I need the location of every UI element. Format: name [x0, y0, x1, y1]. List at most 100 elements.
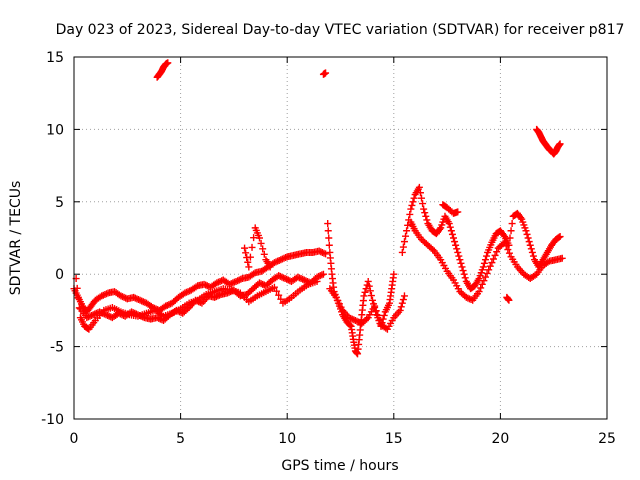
data-point-marker [257, 239, 265, 247]
data-point-marker [234, 277, 242, 285]
data-point-marker [366, 287, 374, 295]
data-point-marker [446, 223, 454, 231]
data-point-marker [294, 273, 302, 281]
data-point-marker [404, 221, 412, 229]
data-point-marker [380, 311, 388, 319]
data-point-marker [202, 281, 210, 289]
data-point-marker [200, 280, 208, 288]
data-point-marker [134, 296, 142, 304]
data-point-marker [400, 238, 408, 246]
data-point-marker [397, 303, 405, 311]
data-point-marker [528, 248, 536, 256]
data-point-marker [483, 269, 491, 277]
data-point-marker [277, 295, 285, 303]
data-point-marker [501, 238, 509, 246]
data-point-marker [277, 256, 285, 264]
data-point-marker [272, 258, 280, 266]
data-point-marker [451, 238, 459, 246]
data-point-marker [325, 241, 333, 249]
data-series [407, 218, 566, 304]
data-point-marker [315, 247, 323, 255]
data-point-marker [415, 183, 423, 191]
data-point-marker [139, 298, 147, 306]
data-point-marker [453, 245, 461, 253]
data-point-marker [182, 288, 190, 296]
grid [74, 57, 607, 419]
data-point-marker [390, 270, 398, 278]
data-point-marker [506, 234, 514, 242]
y-tick-label: 5 [55, 195, 64, 211]
data-point-marker [436, 225, 444, 233]
data-point-marker [363, 315, 371, 323]
data-point-marker [214, 292, 222, 300]
y-tick-label: -5 [50, 340, 64, 356]
data-point-marker [368, 296, 376, 304]
data-point-marker [315, 272, 323, 280]
data-point-marker [283, 275, 291, 283]
data-point-marker [131, 294, 139, 302]
data-point-marker [214, 278, 222, 286]
data-point-marker [452, 241, 460, 249]
data-point-marker [255, 279, 263, 287]
data-point-marker [346, 321, 354, 329]
data-point-marker [477, 284, 485, 292]
y-tick-label: 10 [46, 122, 64, 138]
data-point-marker [531, 271, 539, 279]
data-point-marker [396, 306, 404, 314]
data-point-marker [270, 259, 278, 267]
data-point-marker [244, 258, 252, 266]
data-point-marker [282, 254, 290, 262]
data-point-marker [364, 277, 372, 285]
data-point-marker [367, 292, 375, 300]
data-point-marker [523, 230, 531, 238]
data-point-marker [485, 266, 493, 274]
data-point-marker [529, 252, 537, 260]
data-point-marker [556, 233, 564, 241]
x-tick-label: 15 [385, 431, 403, 447]
data-point-marker [274, 257, 282, 265]
data-point-marker [475, 288, 483, 296]
data-point-marker [508, 220, 516, 228]
data-point-marker [136, 296, 144, 304]
data-point-marker [241, 244, 249, 252]
data-point-marker [350, 316, 358, 324]
data-point-marker [275, 256, 283, 264]
data-point-marker [481, 256, 489, 264]
data-point-marker [460, 270, 468, 278]
data-point-marker [279, 274, 287, 282]
axis-ticks [73, 56, 608, 420]
x-tick-labels: 0 5 10 15 20 25 [70, 431, 616, 447]
data-point-marker [232, 277, 240, 285]
data-point-marker [420, 205, 428, 213]
data-point-marker [456, 256, 464, 264]
data-point-marker [505, 296, 513, 304]
data-point-marker [489, 255, 497, 263]
data-point-marker [295, 274, 303, 282]
data-series [398, 183, 564, 293]
data-point-marker [255, 234, 263, 242]
data-point-marker [493, 248, 501, 256]
data-point-marker [429, 246, 437, 254]
data-point-marker [491, 251, 499, 259]
data-point-marker [507, 227, 515, 235]
data-point-marker [525, 238, 533, 246]
y-tick-labels: -10 -5 0 5 10 15 [41, 50, 64, 428]
data-point-marker [229, 279, 237, 287]
data-point-marker [374, 311, 382, 319]
data-point-marker [365, 282, 373, 290]
data-point-marker [227, 280, 235, 288]
data-point-marker [348, 315, 356, 323]
data-point-marker [119, 293, 127, 301]
data-point-marker [250, 270, 258, 278]
data-point-marker [275, 291, 283, 299]
data-point-marker [246, 253, 254, 261]
data-point-marker [400, 292, 408, 300]
data-point-marker [245, 263, 253, 271]
data-point-marker [276, 272, 284, 280]
data-point-marker [322, 69, 330, 77]
data-point-marker [164, 59, 172, 67]
data-series [324, 220, 398, 358]
data-point-marker [130, 293, 138, 301]
data-point-marker [88, 311, 96, 319]
data-point-marker [483, 252, 491, 260]
